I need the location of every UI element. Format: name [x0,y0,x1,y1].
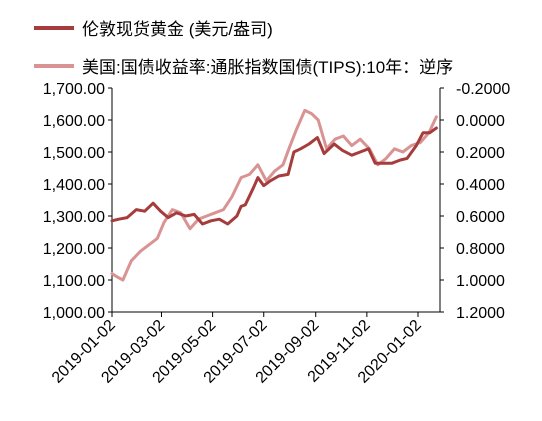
right-tick-label: 0.0000 [456,113,505,130]
legend-label-tips: 美国:国债收益率:通胀指数国债(TIPS):10年：逆序 [82,58,454,77]
left-tick-label: 1,500.00 [43,145,105,162]
left-tick-label: 1,700.00 [43,81,105,98]
legend-item-tips: 美国:国债收益率:通胀指数国债(TIPS):10年：逆序 [34,53,453,78]
right-tick-label: 1.0000 [456,273,505,290]
legend-label-gold: 伦敦现货黄金 (美元/盎司) [82,20,273,39]
right-tick-label: 0.8000 [456,241,505,258]
series-line-tips [110,108,438,282]
legend-swatch-tips [34,63,74,68]
plot-frame [111,88,441,313]
left-tick-label: 1,300.00 [43,209,105,226]
left-tick-label: 1,200.00 [43,241,105,258]
x-axis: 2019-01-022019-03-022019-05-022019-07-02… [49,312,425,387]
left-tick-label: 1,600.00 [43,113,105,130]
series-line-gold [110,126,438,226]
left-axis: 1,000.00 1,100.00 1,200.00 1,300.00 1,400.00… [43,81,112,322]
right-tick-label: 0.4000 [456,177,505,194]
right-tick-label: -0.2000 [456,81,510,98]
left-tick-label: 1,100.00 [43,273,105,290]
series-lines [110,108,438,282]
right-axis: 1.2000 1.0000 0.8000 0.6000 0.4000 0.2000 0.00… [440,81,510,322]
left-tick-label: 1,400.00 [43,177,105,194]
right-tick-label: 1.2000 [456,305,505,322]
right-tick-label: 0.6000 [456,209,505,226]
left-tick-label: 1,000.00 [43,305,105,322]
legend-swatch-gold [34,25,74,30]
right-tick-label: 0.2000 [456,145,505,162]
legend-item-gold: 伦敦现货黄金 (美元/盎司) [34,15,273,40]
